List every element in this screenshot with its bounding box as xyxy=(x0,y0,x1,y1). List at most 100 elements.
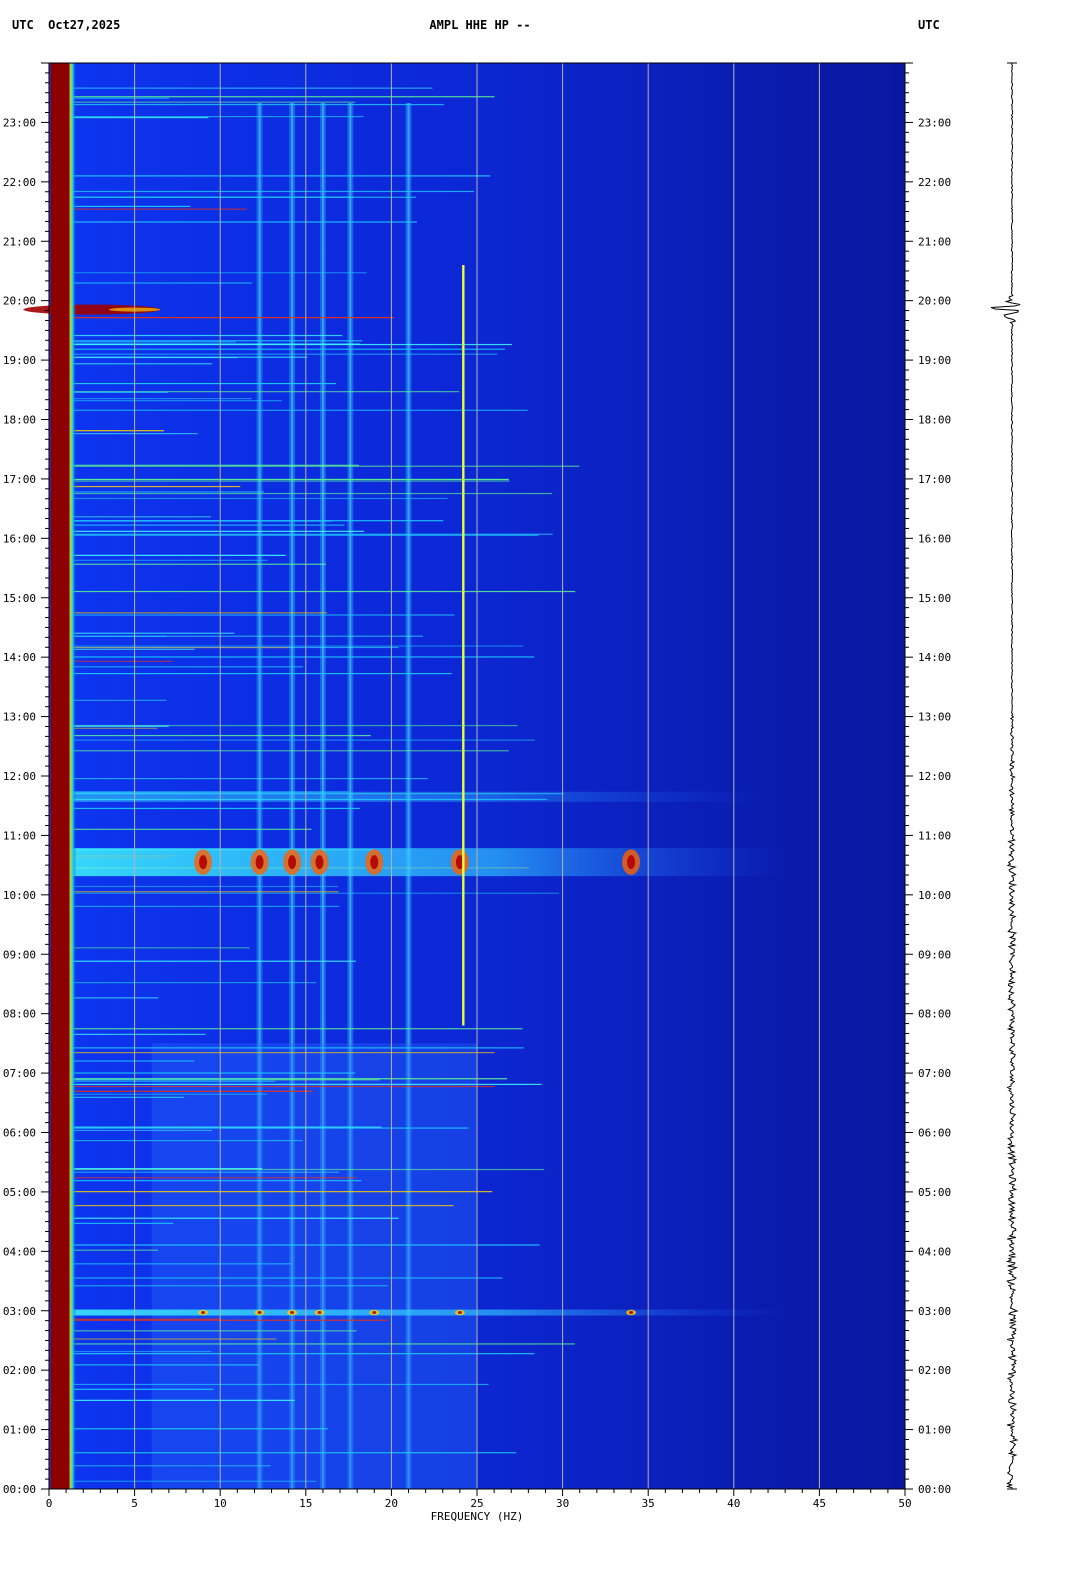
y-tick-label-right: 18:00 xyxy=(918,414,951,427)
horizontal-streak xyxy=(69,465,580,467)
horizontal-streak xyxy=(69,1318,221,1320)
horizontal-streak xyxy=(69,1127,469,1129)
horizontal-streak xyxy=(69,1330,357,1332)
event-core xyxy=(315,855,324,870)
horizontal-streak xyxy=(69,666,304,668)
horizontal-streak xyxy=(69,103,444,106)
y-tick-label-right: 21:00 xyxy=(918,235,951,248)
horizontal-streak xyxy=(69,534,539,536)
vertical-gridlines xyxy=(134,63,820,1489)
horizontal-streak xyxy=(69,1319,388,1321)
horizontal-streak xyxy=(69,530,365,532)
horizontal-streak xyxy=(69,497,448,500)
horizontal-streak xyxy=(69,559,268,561)
y-tick-label-right: 09:00 xyxy=(918,948,951,961)
horizontal-streak xyxy=(69,272,367,274)
horizontal-streak xyxy=(69,612,328,614)
y-tick-label-right: 10:00 xyxy=(918,889,951,902)
horizontal-streak xyxy=(69,807,361,810)
axes: 0 5 10 15 20 25 30 35 40 45 50 FREQUENCY (HZ) 00:00 0… xyxy=(3,62,951,1523)
horizontal-streak xyxy=(69,97,169,99)
low-frequency-core xyxy=(52,63,70,1489)
horizontal-streak xyxy=(69,699,167,701)
header-utc-label: UTC xyxy=(918,18,940,32)
horizontal-streak xyxy=(69,632,235,634)
horizontal-streak xyxy=(69,101,356,103)
horizontal-streak xyxy=(69,116,209,119)
horizontal-streak xyxy=(69,725,169,727)
horizontal-streak xyxy=(69,1072,356,1074)
y-tick-label-right: 13:00 xyxy=(918,711,951,724)
y-tick-label-left: 09:00 xyxy=(3,948,36,961)
y-tick-label-left: 07:00 xyxy=(3,1067,36,1080)
horizontal-streak xyxy=(69,1428,328,1430)
y-tick-label-right: 08:00 xyxy=(918,1008,951,1021)
horizontal-streak xyxy=(69,1080,276,1082)
horizontal-streak xyxy=(69,1180,362,1182)
event-core xyxy=(201,1311,206,1315)
horizontal-streak xyxy=(69,96,495,98)
y-tick-label-left: 23:00 xyxy=(3,116,36,129)
y-tick-label-left: 22:00 xyxy=(3,176,36,189)
horizontal-streak xyxy=(69,340,363,342)
horizontal-streak xyxy=(69,341,237,343)
horizontal-streak xyxy=(69,334,343,337)
horizontal-streak xyxy=(69,1093,267,1095)
waveform-line xyxy=(990,62,1021,1489)
horizontal-streak xyxy=(69,524,345,526)
horizontal-streak xyxy=(69,1285,388,1287)
horizontal-streak xyxy=(69,1033,206,1035)
horizontal-streak xyxy=(69,660,173,662)
event-core xyxy=(317,1311,322,1315)
horizontal-streak xyxy=(69,739,535,741)
broadband-event-1 xyxy=(66,1309,786,1316)
horizontal-streak xyxy=(69,1191,493,1193)
event-core xyxy=(255,855,264,870)
horizontal-streak xyxy=(69,1353,535,1355)
header-date-label: UTC Oct27,2025 xyxy=(12,18,121,32)
y-tick-label-left: 15:00 xyxy=(3,592,36,605)
horizontal-streak xyxy=(69,1364,260,1366)
horizontal-streak xyxy=(69,905,340,908)
y-tick-label-left: 12:00 xyxy=(3,770,36,783)
y-tick-label-left: 00:00 xyxy=(3,1483,36,1496)
y-tick-label-left: 18:00 xyxy=(3,414,36,427)
event-core xyxy=(288,855,297,870)
horizontal-streak xyxy=(69,1096,185,1098)
y-tick-label-right: 01:00 xyxy=(918,1424,951,1437)
y-tick-label-right: 04:00 xyxy=(918,1245,951,1258)
event-core xyxy=(199,855,208,870)
horizontal-streak xyxy=(69,478,509,481)
horizontal-streak xyxy=(69,409,528,411)
horizontal-streak xyxy=(69,356,308,358)
x-tick-label: 10 xyxy=(214,1497,227,1510)
event-core xyxy=(372,1311,377,1315)
horizontal-streak xyxy=(69,391,460,393)
event-core xyxy=(627,855,636,870)
x-tick-label: 50 xyxy=(898,1497,911,1510)
horizontal-streak xyxy=(69,648,195,650)
horizontal-streak xyxy=(69,724,518,727)
horizontal-streak xyxy=(69,892,560,894)
horizontal-streak xyxy=(69,727,158,729)
horizontal-streak xyxy=(69,1052,495,1054)
y-tick-label-right: 02:00 xyxy=(918,1364,951,1377)
horizontal-streak xyxy=(69,672,452,675)
waveform-trace xyxy=(990,62,1021,1490)
horizontal-streak xyxy=(69,480,510,482)
y-tick-label-right: 15:00 xyxy=(918,592,951,605)
horizontal-streak xyxy=(69,190,475,193)
x-tick-label: 40 xyxy=(727,1497,740,1510)
spectrogram-features xyxy=(23,63,786,1489)
horizontal-streak xyxy=(69,750,509,752)
horizontal-streak xyxy=(69,645,524,647)
diffuse-energy-region xyxy=(151,1043,477,1489)
y-tick-label-right: 22:00 xyxy=(918,176,951,189)
horizontal-streak xyxy=(69,353,498,355)
x-tick-label: 5 xyxy=(131,1497,138,1510)
x-tick-label: 0 xyxy=(46,1497,53,1510)
event-core xyxy=(455,855,464,870)
horizontal-streak xyxy=(69,1217,399,1219)
event-core xyxy=(370,855,379,870)
horizontal-streak xyxy=(69,1079,267,1081)
